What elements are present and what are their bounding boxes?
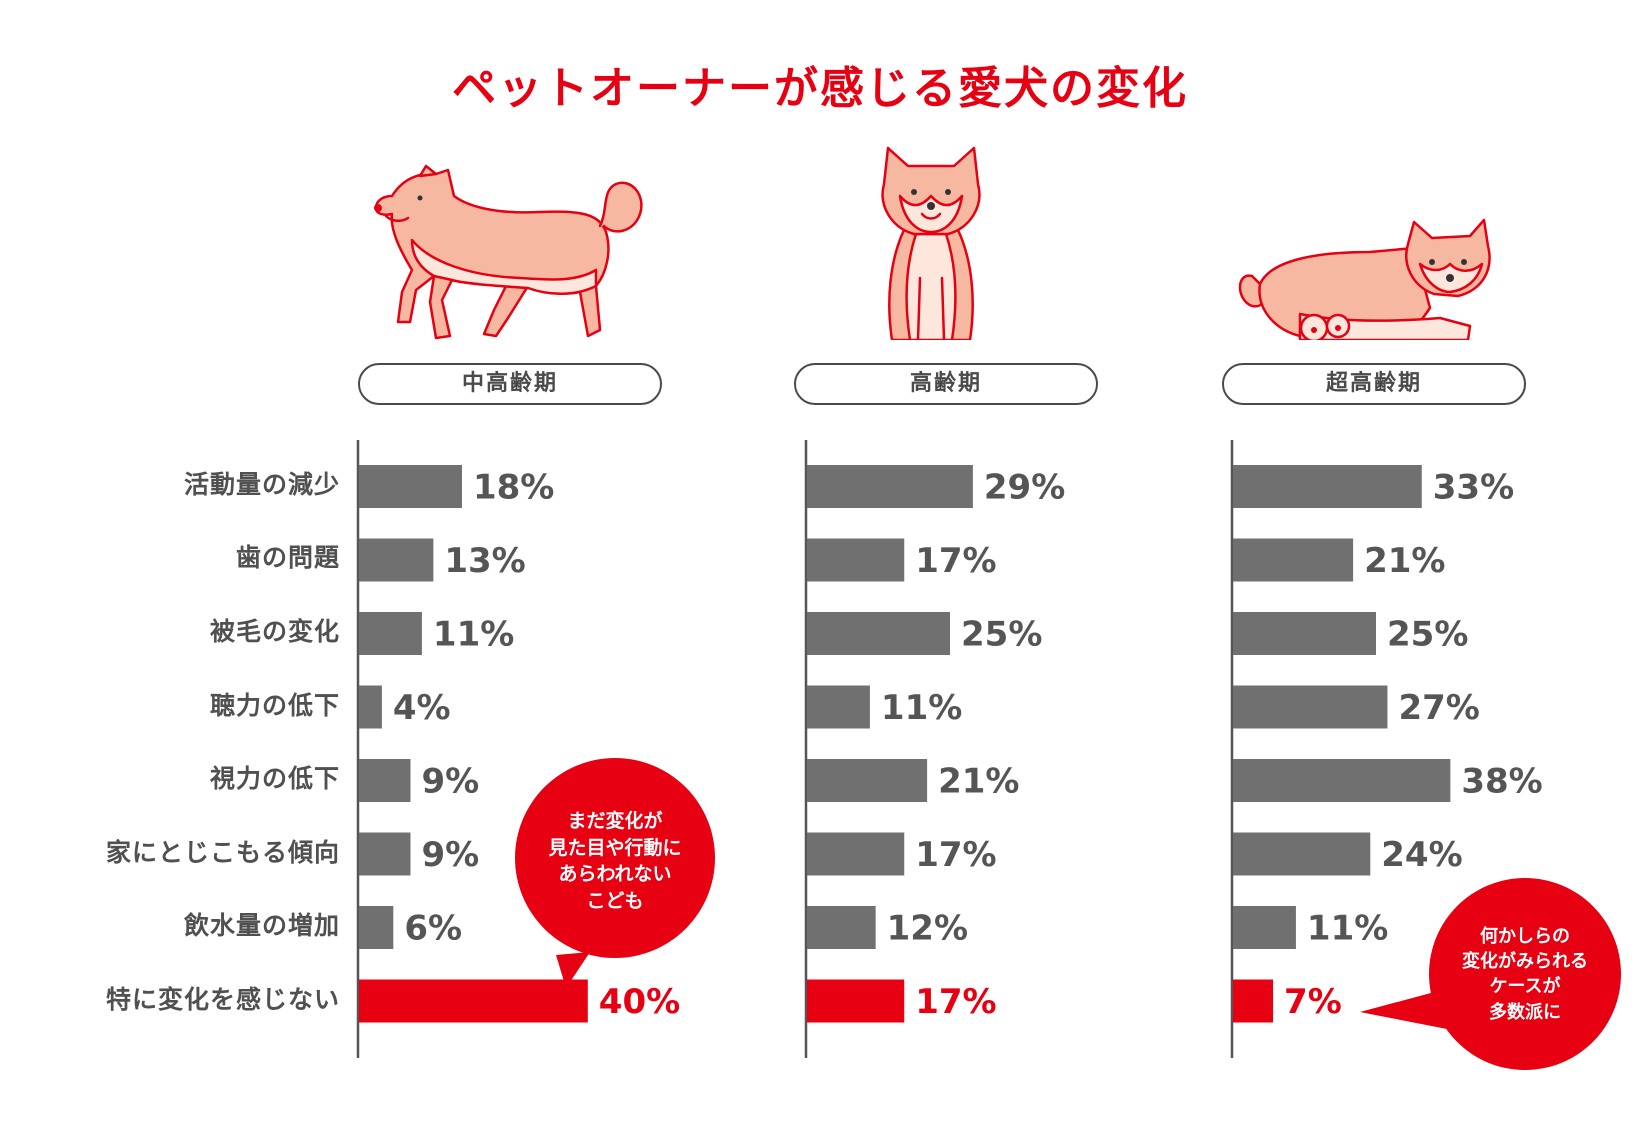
callout-1-tail [556,952,590,988]
category-label-1: 活動量の減少 [183,470,340,499]
value-label-1-3: 11% [433,615,514,655]
period-pill-3: 超高齢期 [1222,363,1526,405]
dog-sitting-icon [881,146,981,340]
callout-1: まだ変化が 見た目や行動に あらわれない こども [520,808,710,914]
period-pill-2: 高齢期 [794,363,1098,405]
bar-3-8 [1233,979,1274,1023]
value-label-3-5: 38% [1461,762,1542,802]
callout-2-line-3: ケースが [1489,976,1561,998]
callout-1-line-4: こども [586,889,644,912]
callout-1-line-2: 見た目や行動に [548,836,682,859]
category-label-4: 聴力の低下 [209,691,340,720]
value-label-2-7: 12% [887,909,968,949]
bar-2-5 [807,759,928,802]
bar-1-3 [359,612,422,655]
bar-2-7 [807,906,876,949]
value-label-1-2: 13% [444,541,525,581]
bar-3-5 [1233,759,1451,802]
value-label-3-6: 24% [1381,835,1462,875]
value-label-2-5: 21% [938,762,1019,802]
value-label-2-2: 17% [915,541,996,581]
callout-2-line-4: 多数派に [1489,1001,1561,1023]
bar-2-3 [807,612,950,655]
callout-2-line-1: 何かしらの [1480,926,1570,947]
value-label-2-8: 17% [915,982,996,1022]
value-label-1-4: 4% [393,688,451,728]
callout-2-tail [1360,990,1452,1030]
category-label-6: 家にとじこもる傾向 [105,838,340,867]
value-label-3-8: 7% [1284,982,1342,1022]
bar-3-2 [1233,538,1354,582]
bar-2-4 [807,685,870,729]
dog-walking-icon [374,164,643,340]
bar-1-1 [359,465,462,508]
bar-1-4 [359,685,382,729]
bar-3-6 [1233,832,1371,876]
value-label-2-6: 17% [915,835,996,875]
period-pill-1: 中高齢期 [358,363,662,405]
callout-1-bubble [515,758,715,958]
callout-1-line-3: あらわれない [558,863,672,886]
bar-2-1 [807,465,973,508]
value-label-1-1: 18% [473,468,554,508]
value-label-3-4: 27% [1398,688,1479,728]
value-label-1-7: 6% [404,909,462,949]
value-label-2-1: 29% [984,468,1065,508]
page-title: ペットオーナーが感じる愛犬の変化 [452,63,1188,114]
value-label-3-1: 33% [1433,468,1514,508]
dog-lying-icon [1238,218,1491,340]
category-label-2: 歯の問題 [235,543,340,572]
bar-3-7 [1233,906,1296,949]
callout-2-line-2: 変化がみられる [1462,951,1588,973]
bar-1-8 [359,979,588,1023]
bar-1-6 [359,832,411,876]
category-label-3: 被毛の変化 [209,617,340,646]
value-label-3-7: 11% [1307,909,1388,949]
bar-2-8 [807,979,905,1023]
value-label-2-3: 25% [961,615,1042,655]
value-label-1-5: 9% [421,762,479,802]
category-label-8: 特に変化を感じない [105,985,340,1014]
bar-2-2 [807,538,905,582]
dog-illustrations [374,146,1491,340]
category-label-7: 飲水量の増加 [183,911,340,940]
callout-2-bubble [1429,878,1621,1070]
bar-3-4 [1233,685,1388,729]
bar-1-2 [359,538,434,582]
value-label-1-8: 40% [599,982,680,1022]
value-label-2-4: 11% [881,688,962,728]
bar-1-5 [359,759,411,802]
value-label-3-2: 21% [1364,541,1445,581]
bar-2-6 [807,832,905,876]
callout-1-line-1: まだ変化が [567,810,663,832]
bar-3-1 [1233,465,1422,508]
bar-1-7 [359,906,394,949]
bar-3-3 [1233,612,1376,655]
callout-2: 何かしらの 変化がみられる ケースが 多数派に [1430,924,1620,1025]
category-label-5: 視力の低下 [209,764,340,793]
value-label-3-3: 25% [1387,615,1468,655]
value-label-1-6: 9% [421,835,479,875]
